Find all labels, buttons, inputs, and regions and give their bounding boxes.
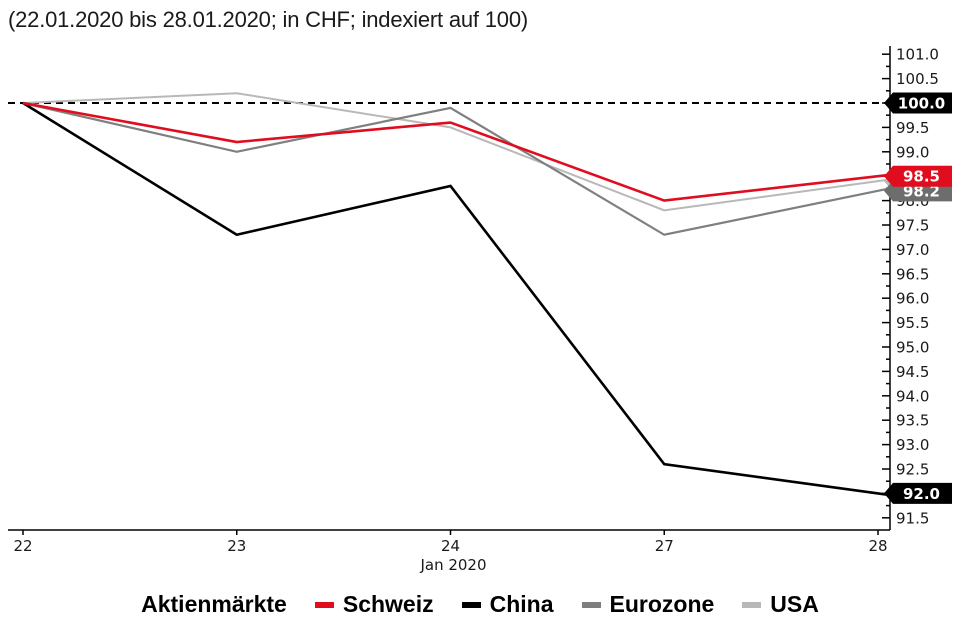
y-tick-label: 94.5 [896,363,929,381]
y-tick-label: 99.5 [896,119,929,137]
legend-item-eurozone: Eurozone [581,591,715,618]
y-tick-label: 101.0 [896,46,939,64]
legend-label: Schweiz [342,591,434,617]
x-tick-label: 28 [868,537,887,555]
y-tick-label: 93.5 [896,412,929,430]
y-tick-label: 96.0 [896,290,929,308]
end-badge-label: 98.2 [903,182,940,200]
y-tick-label: 93.0 [896,436,929,454]
legend-label: China [489,591,554,617]
end-badge-label: 92.0 [903,485,940,503]
y-tick-label: 92.5 [896,461,929,479]
end-badge-92.0 [884,482,952,504]
series-line-usa [22,92,891,212]
y-tick-label: 97.5 [896,217,929,235]
chart-plot-area: 91.5 92.0 92.5 93.0 93.5 94.0 94.5 95.0 95.5 96.0… [8,46,952,574]
y-tick-label: 95.5 [896,314,929,332]
y-tick-label: 91.5 [896,509,929,527]
end-badge-98.5 [884,165,952,187]
y-tick-label: 100.5 [896,70,939,88]
y-tick-label: 96.5 [896,265,929,283]
legend-label: Eurozone [609,591,715,617]
end-badge-100.0 [884,92,952,114]
legend-heading: Aktienmärkte [141,591,287,617]
y-tick-label: 99.0 [896,143,929,161]
legend-item-china: China [461,591,554,618]
x-tick-label: 22 [13,537,32,555]
legend-label: USA [770,591,819,617]
legend-swatch-icon [742,601,762,608]
series-line-schweiz [22,101,891,202]
legend-swatch-icon [461,601,481,608]
end-badge-label: 100.0 [898,95,945,113]
legend-item-schweiz: Schweiz [314,591,434,618]
legend-swatch-icon [581,601,601,608]
y-tick-label: 95.0 [896,339,929,357]
x-tick-label: 24 [441,537,460,555]
y-tick-label: 97.0 [896,241,929,259]
legend-swatch-icon [314,601,334,608]
chart-legend: Aktienmärkte Schweiz China Eurozone USA [0,591,960,618]
chart-title: (22.01.2020 bis 28.01.2020; in CHF; inde… [8,7,528,32]
y-tick-label: 94.0 [896,387,929,405]
x-tick-label: 27 [655,537,674,555]
series-line-eurozone [22,101,891,236]
x-tick-label: 23 [227,537,246,555]
legend-item-usa: USA [742,591,819,618]
series-line-china [22,101,891,497]
x-axis-sublabel: Jan 2020 [419,556,486,574]
end-badge-label: 98.5 [903,168,940,186]
